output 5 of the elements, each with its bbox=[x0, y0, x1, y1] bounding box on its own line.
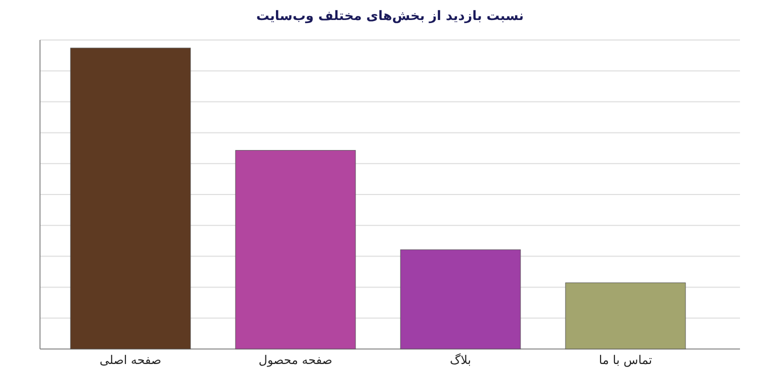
x-tick-label: بلاگ bbox=[450, 353, 472, 367]
chart-title: نسبت بازدید از بخش‌های مختلف وب‌سایت bbox=[256, 9, 524, 24]
x-tick-label: تماس با ما bbox=[598, 353, 652, 367]
x-tick-label: صفحه محصول bbox=[258, 353, 332, 367]
x-tick-label: صفحه اصلی bbox=[100, 353, 162, 367]
